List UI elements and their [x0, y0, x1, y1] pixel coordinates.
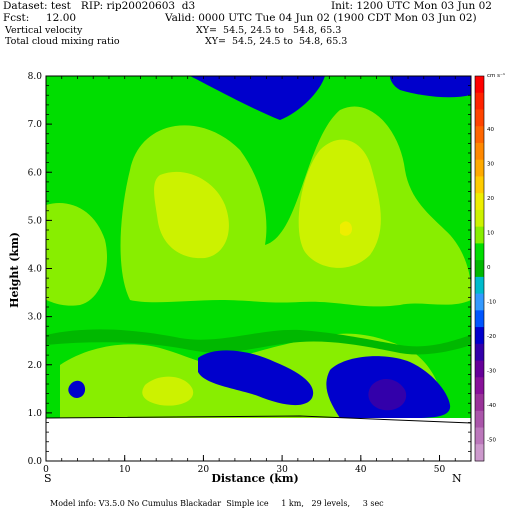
colorbar-unit-label: cm s⁻¹ [487, 72, 505, 79]
x-tick-label: 10 [119, 465, 131, 475]
y-tick-label: 1.0 [28, 409, 43, 419]
x-axis-label: Distance (km) [211, 472, 298, 485]
dataset-label: Dataset: test RIP: rip20020603 d3 [3, 0, 196, 12]
colorbar-swatch [475, 377, 484, 395]
yellow-core [340, 221, 352, 236]
right-end-label: N [452, 472, 462, 485]
field2-label: Total cloud mixing ratio [5, 36, 120, 47]
colorbar-label: 30 [487, 162, 494, 168]
colorbar-swatch [475, 310, 484, 328]
colorbar-swatch [475, 327, 484, 345]
y-axis: 0.0 1.0 2.0 3.0 4.0 5.0 6.0 7.0 8.0 [28, 72, 471, 467]
x-axis: 0 10 20 30 40 50 [43, 76, 472, 475]
valid-label: Valid: 0000 UTC Tue 04 Jun 02 (1900 CDT … [165, 12, 477, 24]
y-tick-label: 6.0 [28, 168, 43, 178]
light-green-region-left [46, 203, 108, 306]
colorbar-swatch [475, 109, 484, 127]
colorbar-swatch [475, 243, 484, 261]
colorbar-label: -30 [487, 369, 496, 375]
colorbar-swatch [475, 293, 484, 311]
downdraft-region-center [198, 350, 314, 406]
x-tick-label: 20 [198, 465, 210, 475]
left-end-label: S [44, 472, 52, 485]
colorbar-swatch [475, 209, 484, 228]
colorbar-swatch [475, 427, 484, 445]
y-tick-label: 8.0 [28, 72, 43, 82]
colorbar-label: 10 [487, 231, 494, 237]
colorbar-swatch [475, 159, 484, 177]
y-axis-label: Height (km) [8, 232, 21, 308]
terrain-line [46, 415, 471, 424]
colorbar-frame [474, 75, 485, 462]
y-tick-label: 4.0 [28, 265, 43, 275]
colorbar-label: 40 [487, 127, 494, 133]
init-label: Init: 1200 UTC Mon 03 Jun 02 [331, 0, 492, 12]
below-ground [46, 418, 471, 461]
model-info-footer: Model info: V3.5.0 No Cumulus Blackadar … [50, 499, 384, 508]
colorbar-swatch [475, 193, 484, 211]
yellow-green-region-left [154, 171, 229, 259]
downdraft-region-top [190, 76, 325, 120]
field1-label: Vertical velocity [5, 25, 83, 36]
colorbar-swatch [475, 343, 484, 362]
field2-xy-label: XY= 54.5, 24.5 to 54.8, 65.3 [205, 36, 348, 47]
colorbar-label: -40 [487, 403, 496, 409]
y-tick-label: 7.0 [28, 120, 43, 130]
colorbar-swatch [475, 176, 484, 194]
colorbar-swatch [475, 444, 484, 462]
x-tick-label: 0 [43, 465, 49, 475]
colorbar-swatch [475, 126, 484, 144]
x-tick-label: 30 [276, 465, 288, 475]
downdraft-spot-left [68, 380, 86, 398]
yellow-green-region-bottom [142, 376, 194, 406]
y-tick-label: 5.0 [28, 216, 43, 226]
colorbar-label: -50 [487, 438, 496, 444]
colorbar-swatch [475, 394, 484, 412]
colorbar-swatch [475, 92, 484, 110]
colorbar-label: -20 [487, 334, 496, 340]
downdraft-region-top-right [390, 76, 471, 98]
colorbar-label: 20 [487, 196, 494, 202]
y-tick-label: 0.0 [28, 457, 43, 467]
colorbar-swatch [475, 276, 484, 295]
colorbar-swatch [475, 226, 484, 244]
colorbar-swatch [475, 260, 484, 278]
y-tick-label: 2.0 [28, 361, 43, 371]
colorbar: 40 30 20 10 0 -10 -20 -30 -40 -50 [474, 75, 496, 462]
yellow-green-region-right [298, 139, 381, 268]
y-tick-label: 3.0 [28, 313, 43, 323]
contour-field [46, 76, 471, 461]
forecast-label: Fcst: 12.00 [3, 12, 77, 24]
colorbar-swatch [475, 360, 484, 378]
colorbar-label: 0 [487, 265, 491, 271]
colorbar-swatch [475, 142, 484, 161]
colorbar-label: -10 [487, 300, 496, 306]
x-tick-label: 40 [355, 465, 367, 475]
field1-xy-label: XY= 54.5, 24.5 to 54.8, 65.3 [196, 25, 342, 36]
colorbar-swatch [475, 410, 484, 429]
colorbar-swatch [475, 76, 484, 94]
downdraft-core [368, 378, 407, 411]
darker-green-band [46, 329, 471, 355]
x-tick-label: 50 [434, 465, 446, 475]
